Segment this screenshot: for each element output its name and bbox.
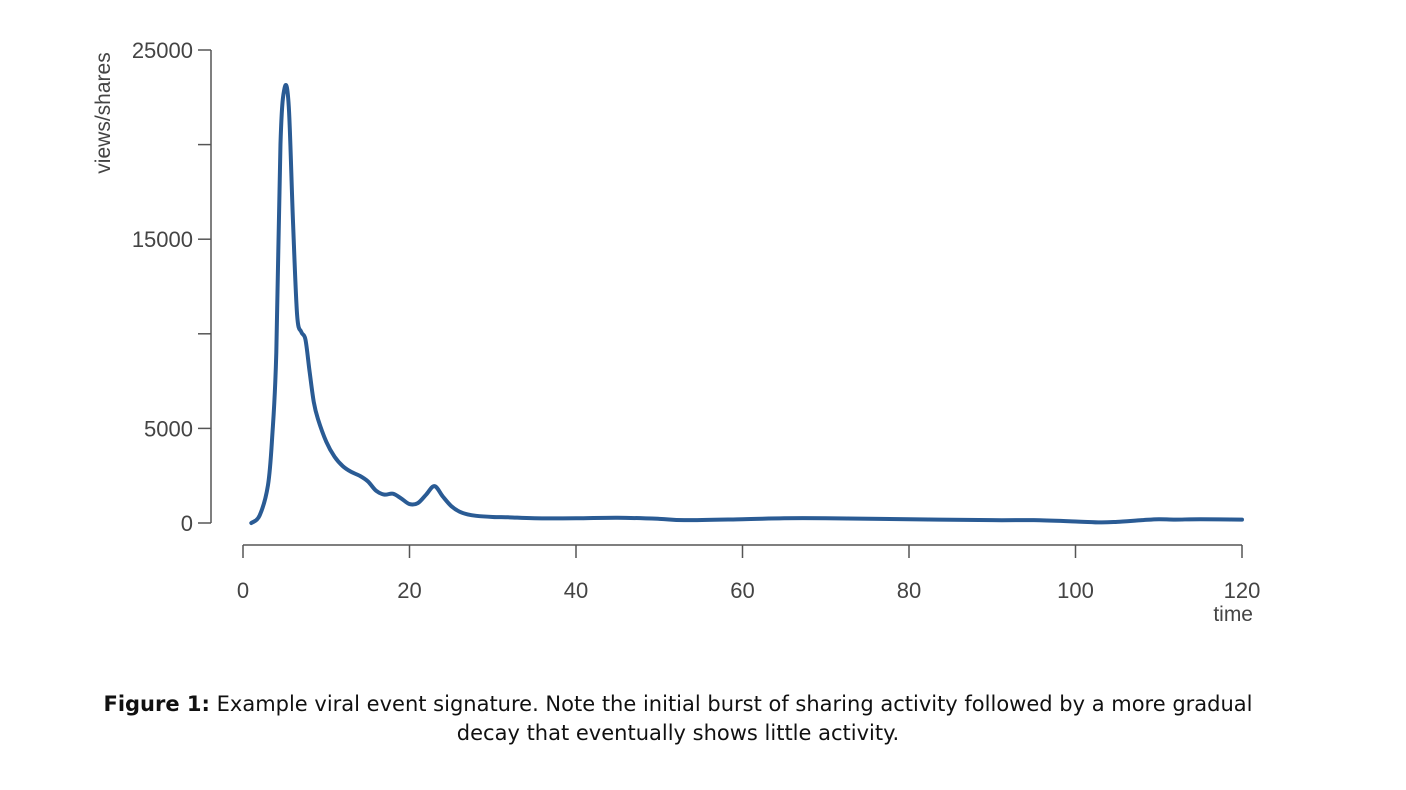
- x-tick-label: 40: [564, 578, 588, 603]
- y-tick-label: 5000: [144, 416, 193, 441]
- x-tick-label: 0: [237, 578, 249, 603]
- series-layer: [249, 83, 1244, 525]
- x-tick-label: 100: [1057, 578, 1094, 603]
- caption-text: Example viral event signature. Note the …: [216, 692, 1253, 745]
- y-axis: 0 5000 15000 25000: [132, 38, 212, 536]
- caption-label: Figure 1:: [103, 692, 210, 716]
- x-tick-label: 120: [1224, 578, 1261, 603]
- y-axis-title: views/shares: [92, 52, 115, 173]
- x-axis-title: time: [1213, 603, 1253, 626]
- series-line: [249, 83, 1244, 525]
- y-tick-label: 0: [181, 511, 193, 536]
- y-tick-label: 15000: [132, 227, 193, 252]
- line-chart: 0 5000 15000 25000 0 20 40 60 80 100 120 views/sh…: [92, 38, 1261, 626]
- x-tick-label: 20: [397, 578, 421, 603]
- x-tick-label: 60: [730, 578, 754, 603]
- x-tick-label: 80: [897, 578, 921, 603]
- figure-caption: Figure 1: Example viral event signature.…: [103, 690, 1253, 748]
- y-tick-label: 25000: [132, 38, 193, 63]
- x-axis: 0 20 40 60 80 100 120: [237, 544, 1261, 603]
